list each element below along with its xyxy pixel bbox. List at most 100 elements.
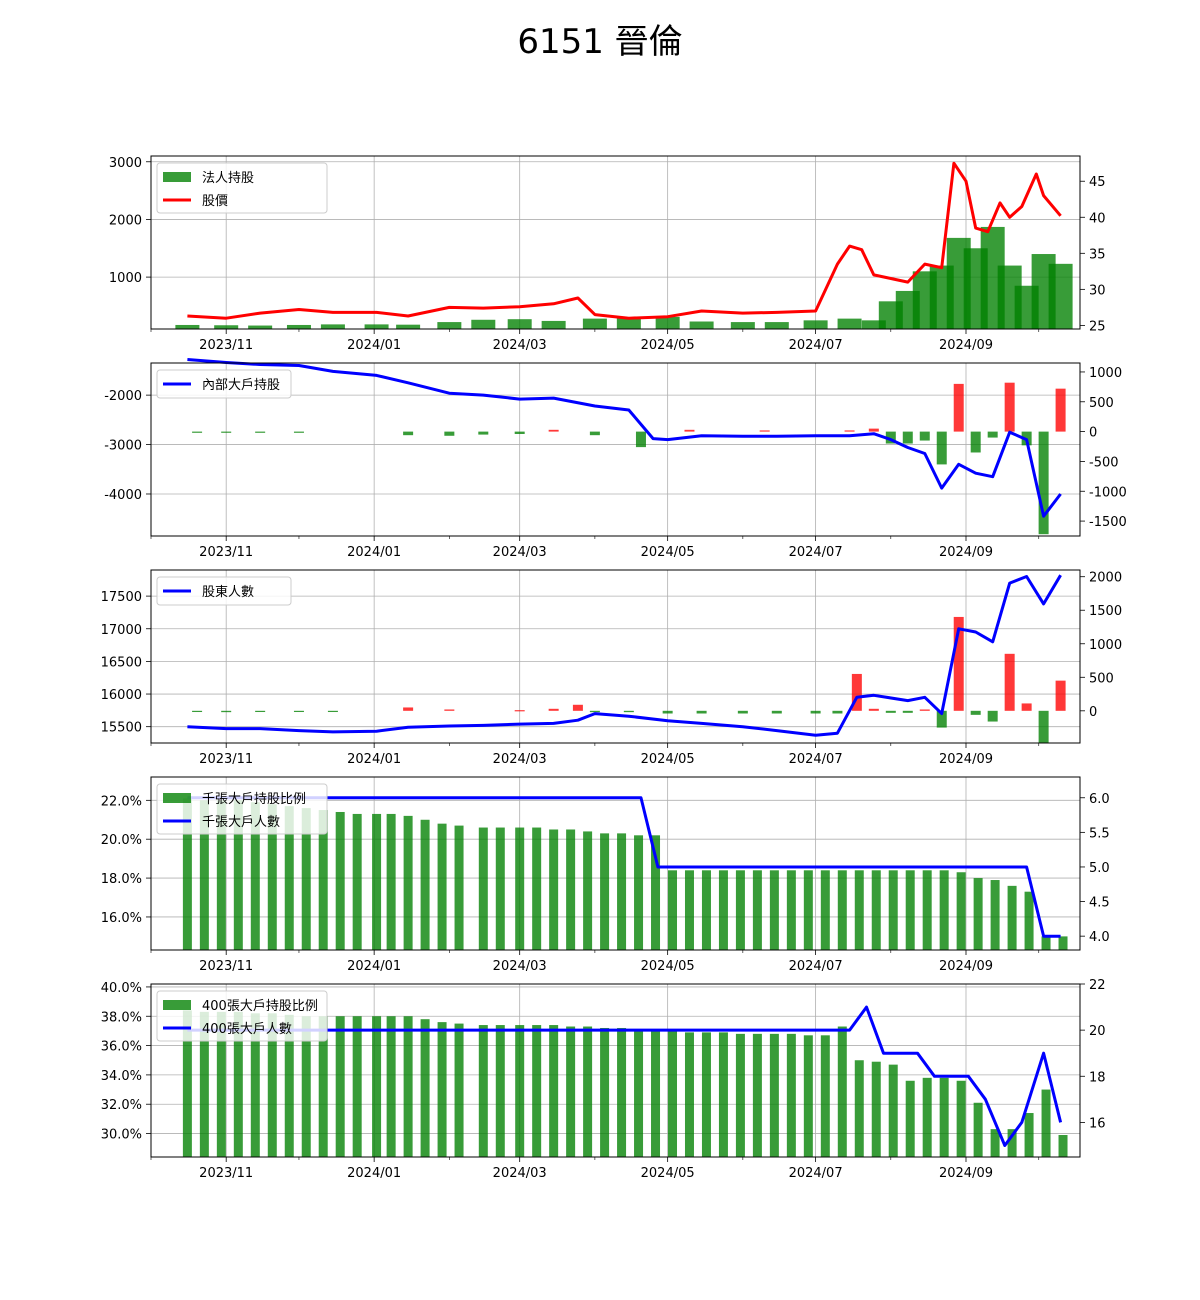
bar bbox=[352, 1016, 362, 1157]
bar bbox=[956, 872, 966, 950]
bar bbox=[600, 1027, 610, 1157]
bar bbox=[250, 1013, 260, 1157]
bar bbox=[420, 819, 430, 950]
bar bbox=[318, 1016, 328, 1157]
bar bbox=[582, 318, 607, 329]
bar bbox=[987, 710, 998, 722]
y-right-tick-label: 4.5 bbox=[1089, 896, 1110, 911]
series-line bbox=[187, 1005, 1063, 1147]
bar bbox=[372, 813, 382, 950]
bar bbox=[182, 798, 192, 950]
legend-label: 400張大戶人數 bbox=[202, 1022, 292, 1037]
x-tick-label: 2024/01 bbox=[347, 752, 401, 767]
bar bbox=[233, 1011, 243, 1157]
bar bbox=[655, 316, 680, 329]
bar bbox=[902, 710, 913, 713]
bar bbox=[444, 709, 455, 711]
y-left-tick-label: -4000 bbox=[104, 488, 142, 503]
y-right-tick-label: 35 bbox=[1089, 247, 1106, 262]
x-tick-label: 2024/03 bbox=[493, 959, 547, 974]
bar bbox=[532, 1025, 542, 1157]
bar bbox=[1021, 703, 1032, 711]
bar bbox=[868, 708, 879, 711]
bar bbox=[364, 324, 389, 329]
bar bbox=[634, 1029, 644, 1157]
y-right-tick-label: 45 bbox=[1089, 175, 1106, 190]
bar bbox=[318, 810, 328, 950]
bar bbox=[769, 870, 779, 950]
bar bbox=[764, 322, 789, 329]
bar bbox=[623, 710, 634, 713]
x-tick-label: 2024/03 bbox=[493, 1166, 547, 1181]
chart-panel-3: 2023/11 2024/01 2024/03 2024/05 2024/07 2024/… bbox=[101, 569, 1122, 767]
chart-panel-2: 2023/11 2024/01 2024/03 2024/05 2024/07 2024/… bbox=[104, 358, 1127, 560]
bar bbox=[973, 1102, 983, 1157]
y-left-tick-label: 20.0% bbox=[101, 833, 142, 848]
y-right-tick-label: 30 bbox=[1089, 283, 1106, 298]
bar bbox=[549, 1025, 559, 1157]
bar bbox=[1048, 263, 1073, 329]
legend-box bbox=[156, 369, 292, 399]
y-left-tick-label: 16.0% bbox=[101, 911, 142, 926]
y-right-tick-label: 22 bbox=[1089, 978, 1106, 993]
bar bbox=[199, 800, 209, 950]
bar bbox=[953, 383, 964, 432]
bar bbox=[478, 1025, 488, 1157]
bar bbox=[233, 800, 243, 950]
x-tick-label: 2024/07 bbox=[789, 1166, 843, 1181]
bar bbox=[956, 1080, 966, 1157]
bar bbox=[820, 1035, 830, 1157]
bar bbox=[854, 1060, 864, 1157]
bar bbox=[386, 813, 396, 950]
bar bbox=[803, 1035, 813, 1157]
bar bbox=[403, 707, 414, 711]
legend-box bbox=[156, 162, 328, 214]
bar bbox=[192, 431, 203, 433]
bar bbox=[752, 870, 762, 950]
bar bbox=[854, 870, 864, 950]
bar bbox=[255, 431, 266, 433]
chart-panel-5: 2023/11 2024/01 2024/03 2024/05 2024/07 2024/… bbox=[101, 978, 1106, 1181]
bar bbox=[990, 880, 1000, 950]
y-left-tick-label: 36.0% bbox=[101, 1040, 142, 1055]
bar bbox=[651, 835, 661, 950]
bar bbox=[541, 320, 566, 329]
x-tick-label: 2024/09 bbox=[939, 752, 993, 767]
bar bbox=[735, 1033, 745, 1157]
bar bbox=[372, 1016, 382, 1157]
bar bbox=[572, 704, 583, 711]
bar bbox=[718, 1032, 728, 1157]
bar bbox=[837, 318, 862, 329]
legend-box bbox=[156, 990, 328, 1042]
legend-label: 內部大戶持股 bbox=[202, 378, 280, 393]
bar bbox=[668, 870, 678, 950]
bar bbox=[1024, 1113, 1034, 1157]
bar bbox=[885, 431, 896, 444]
bar bbox=[471, 319, 496, 329]
bar bbox=[182, 1010, 192, 1157]
bar bbox=[803, 870, 813, 950]
bar bbox=[902, 431, 913, 444]
bar bbox=[216, 800, 226, 950]
bar bbox=[759, 430, 770, 432]
plot-frame bbox=[150, 776, 1081, 951]
bar bbox=[990, 1129, 1000, 1157]
x-tick-label: 2024/05 bbox=[641, 752, 695, 767]
x-tick-label: 2024/07 bbox=[789, 338, 843, 353]
bar bbox=[548, 708, 559, 711]
bar bbox=[684, 870, 694, 950]
x-tick-label: 2024/05 bbox=[641, 1166, 695, 1181]
legend-label: 千張大戶人數 bbox=[202, 815, 280, 830]
y-left-tick-label: 16000 bbox=[101, 688, 142, 703]
bar bbox=[885, 710, 896, 713]
y-left-tick-label: -2000 bbox=[104, 389, 142, 404]
y-left-tick-label: 40.0% bbox=[101, 981, 142, 996]
bar bbox=[786, 870, 796, 950]
page-title: 6151 晉倫 bbox=[517, 22, 683, 62]
bar bbox=[1055, 388, 1066, 432]
y-right-tick-label: 6.0 bbox=[1089, 792, 1110, 807]
x-tick-label: 2024/03 bbox=[493, 338, 547, 353]
bar bbox=[888, 870, 898, 950]
bar bbox=[454, 1023, 464, 1157]
